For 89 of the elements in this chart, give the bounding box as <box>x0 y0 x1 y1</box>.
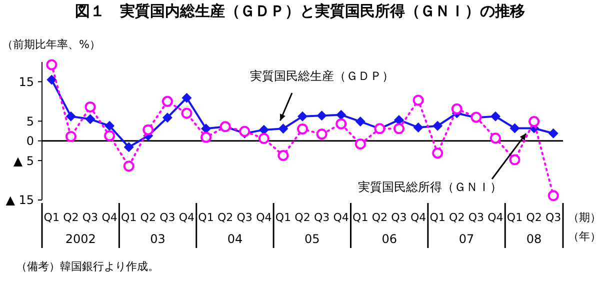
point <box>412 94 424 106</box>
point <box>124 142 134 152</box>
text: （年） <box>568 230 600 243</box>
point <box>84 101 96 112</box>
point <box>298 111 308 122</box>
y-tick-label: ▲ 5 <box>13 154 34 168</box>
point <box>66 111 76 122</box>
x-tick-label: Q4 <box>256 211 272 224</box>
y-tick-label: 15 <box>18 74 34 89</box>
point <box>65 131 76 142</box>
y-axis-title: （前期比年率、%） <box>2 38 100 51</box>
point <box>528 116 540 128</box>
x-tick-label: Q1 <box>44 211 60 224</box>
x-tick-label: Q4 <box>178 211 195 224</box>
point <box>394 114 404 125</box>
x-tick-label: Q3 <box>82 211 98 224</box>
point <box>316 110 327 121</box>
point <box>258 124 269 135</box>
text: （備考）韓国銀行より作成。 <box>16 260 159 273</box>
point <box>510 123 520 134</box>
chart-title: 図１ 実質国内総生産（ＧＤＰ）と実質国民所得（ＧＮＩ）の推移 <box>75 2 525 20</box>
point <box>297 124 308 135</box>
x-tick-label: Q1 <box>430 211 446 224</box>
text: 03 <box>150 232 166 246</box>
x-tick-label: Q2 <box>526 211 542 224</box>
point <box>354 138 366 150</box>
point <box>258 132 270 144</box>
point <box>181 108 192 119</box>
x-tick-label: Q1 <box>198 211 214 224</box>
point <box>162 112 172 123</box>
point <box>355 116 366 127</box>
x-tick-label: Q3 <box>160 211 176 224</box>
text: 07 <box>458 232 474 246</box>
x-axis-title: （期） <box>568 211 600 224</box>
x-tick-label: Q2 <box>140 211 156 224</box>
y-tick-label: ▲ 15 <box>6 193 34 208</box>
point <box>278 150 289 161</box>
y-tick-label: 0 <box>26 134 34 148</box>
x-tick-label: Q2 <box>449 211 465 224</box>
x-tick-label: Q3 <box>236 211 252 224</box>
text: 08 <box>526 232 542 246</box>
x-tick-label: Q4 <box>333 211 349 224</box>
point <box>548 128 558 138</box>
text: 04 <box>227 232 243 246</box>
x-tick-label: Q1 <box>352 211 368 224</box>
text: 05 <box>304 232 320 246</box>
x-tick-label: Q3 <box>314 211 330 224</box>
point <box>432 120 443 131</box>
point <box>336 110 346 120</box>
x-tick-label: Q2 <box>294 211 310 224</box>
point <box>432 148 444 159</box>
point <box>46 59 58 70</box>
point <box>85 114 96 124</box>
point <box>490 111 500 122</box>
x-tick-label: Q3 <box>391 211 407 224</box>
point <box>316 128 328 140</box>
x-tick-label: Q1 <box>120 211 137 224</box>
text: 2002 <box>65 232 96 246</box>
x-tick-label: Q3 <box>546 211 562 224</box>
x-tick-label: Q1 <box>506 211 523 224</box>
text: 実質国民総生産（ＧＤＰ） <box>250 69 394 83</box>
point <box>142 124 154 136</box>
point <box>393 123 404 134</box>
x-tick-label: Q2 <box>372 211 388 224</box>
x-tick-label: Q4 <box>410 211 426 224</box>
point <box>162 96 173 107</box>
point <box>451 103 462 114</box>
point <box>123 160 134 172</box>
point <box>413 122 424 132</box>
point <box>182 92 192 103</box>
x-tick-label: Q2 <box>217 211 234 224</box>
x-tick-label: Q3 <box>468 211 484 224</box>
point <box>509 154 520 166</box>
text: 06 <box>382 232 397 246</box>
series-label: 実質国民総所得（ＧＮＩ） <box>358 180 502 194</box>
x-tick-label: Q4 <box>488 211 504 224</box>
x-tick-label: Q2 <box>63 211 79 224</box>
point <box>278 124 288 134</box>
y-tick-label: 5 <box>26 114 34 128</box>
point <box>104 120 115 131</box>
x-tick-label: Q4 <box>102 211 118 224</box>
point <box>46 74 57 85</box>
point <box>548 190 559 202</box>
x-tick-label: Q1 <box>275 211 292 224</box>
point <box>490 132 501 144</box>
point <box>200 132 212 143</box>
point <box>104 130 116 142</box>
point <box>239 126 250 137</box>
point <box>336 118 347 130</box>
